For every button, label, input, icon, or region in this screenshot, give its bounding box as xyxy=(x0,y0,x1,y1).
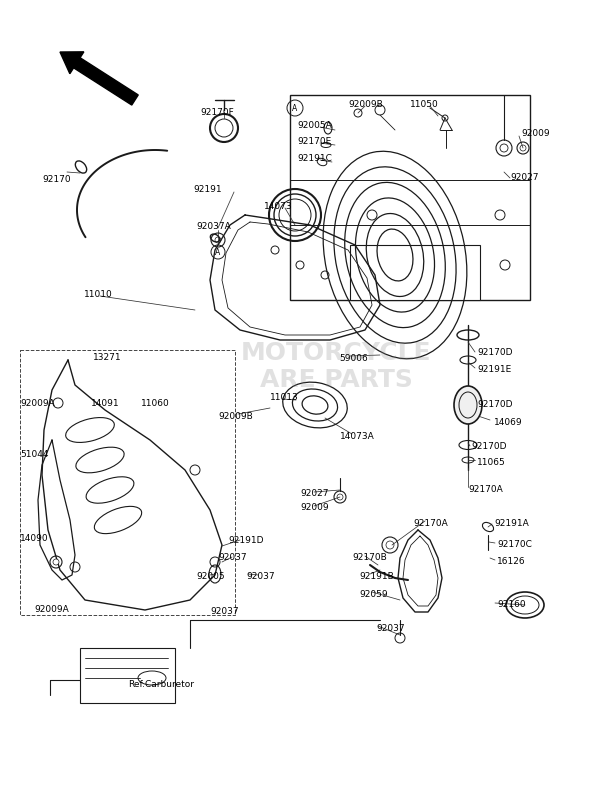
Text: 92170C: 92170C xyxy=(497,540,532,549)
Text: 11065: 11065 xyxy=(477,458,506,467)
Text: 92005A: 92005A xyxy=(297,121,332,130)
Bar xyxy=(20,350,235,615)
Text: 92037: 92037 xyxy=(376,624,404,633)
Text: 92191E: 92191E xyxy=(477,365,511,374)
Text: A: A xyxy=(292,103,298,113)
Text: 92170D: 92170D xyxy=(477,400,512,409)
Text: 92009A: 92009A xyxy=(20,399,55,408)
Text: 92160: 92160 xyxy=(497,600,526,609)
Ellipse shape xyxy=(454,386,482,424)
Text: 14091: 14091 xyxy=(91,399,119,408)
Text: 92005: 92005 xyxy=(196,572,224,581)
Text: 92170B: 92170B xyxy=(352,553,387,562)
Text: 92170: 92170 xyxy=(42,175,71,184)
Text: 92027: 92027 xyxy=(510,173,539,182)
Text: 92191B: 92191B xyxy=(359,572,394,581)
Text: 59006: 59006 xyxy=(339,354,368,363)
Text: 92170D: 92170D xyxy=(477,348,512,357)
Text: 16126: 16126 xyxy=(497,557,526,566)
Text: 92009: 92009 xyxy=(300,503,329,512)
Text: 92037: 92037 xyxy=(246,572,275,581)
Text: 92037A: 92037A xyxy=(196,222,231,231)
Bar xyxy=(80,648,175,703)
Text: MOTORCYCLE
ARE PARTS: MOTORCYCLE ARE PARTS xyxy=(241,340,431,392)
Text: 92191: 92191 xyxy=(193,185,221,194)
Text: 92009: 92009 xyxy=(521,129,550,138)
Text: 92191D: 92191D xyxy=(228,536,263,545)
Text: A: A xyxy=(215,247,221,257)
Circle shape xyxy=(53,559,59,565)
Text: 14073: 14073 xyxy=(264,202,293,211)
Text: 51044: 51044 xyxy=(20,450,49,459)
Text: 14090: 14090 xyxy=(20,534,49,543)
Text: 92191C: 92191C xyxy=(297,154,332,163)
Text: 14073A: 14073A xyxy=(340,432,375,441)
FancyArrow shape xyxy=(60,52,138,105)
Text: 92170D: 92170D xyxy=(471,442,506,451)
Bar xyxy=(350,245,480,300)
Text: 92170A: 92170A xyxy=(413,519,448,528)
Text: 11013: 11013 xyxy=(270,393,299,402)
Text: 92009A: 92009A xyxy=(34,605,69,614)
Text: 92170A: 92170A xyxy=(468,485,503,494)
Text: 92170F: 92170F xyxy=(200,108,234,117)
Text: 92170E: 92170E xyxy=(297,137,331,146)
Text: Ref.Carburetor: Ref.Carburetor xyxy=(128,680,194,689)
Text: 92059: 92059 xyxy=(359,590,388,599)
Text: 92191A: 92191A xyxy=(494,519,529,528)
Bar xyxy=(290,95,530,300)
Text: 92027: 92027 xyxy=(300,489,329,498)
Text: 92009B: 92009B xyxy=(218,412,253,421)
Text: 92037: 92037 xyxy=(210,607,239,616)
Text: 11010: 11010 xyxy=(84,290,113,299)
Text: 92009B: 92009B xyxy=(348,100,383,109)
Text: 13271: 13271 xyxy=(93,353,122,362)
Text: 14069: 14069 xyxy=(494,418,523,427)
Text: 11060: 11060 xyxy=(141,399,170,408)
Text: 92037: 92037 xyxy=(218,553,247,562)
Text: 11050: 11050 xyxy=(410,100,439,109)
